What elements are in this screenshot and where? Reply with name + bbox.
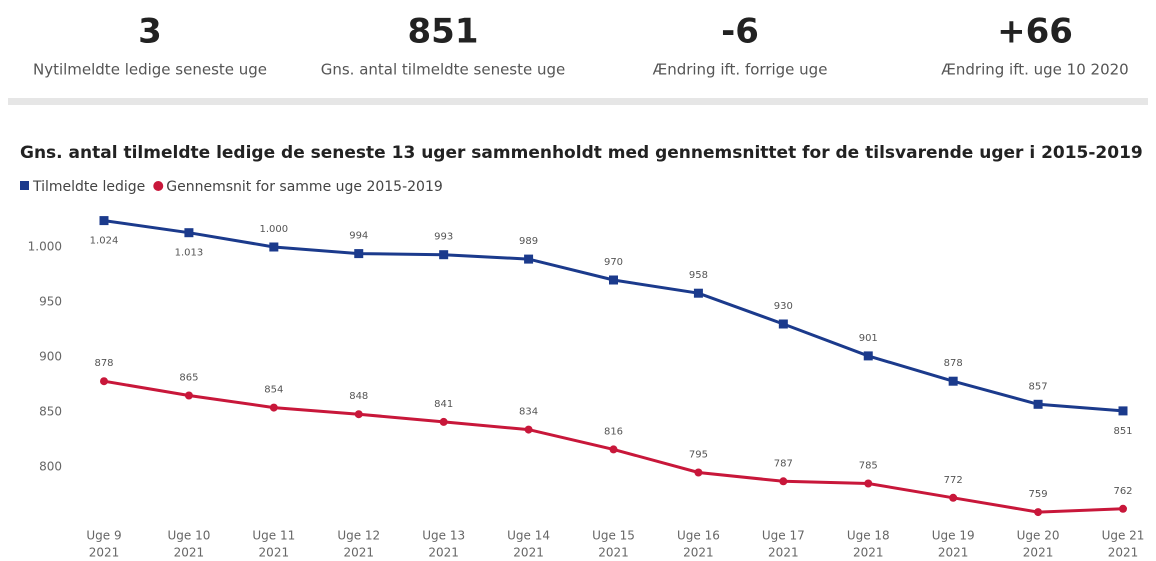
data-label: 989	[519, 236, 538, 247]
data-label: 970	[604, 257, 623, 268]
separator	[8, 98, 1148, 105]
point	[694, 468, 703, 477]
data-label: 958	[689, 270, 708, 281]
kpi-label: Ændring ift. uge 10 2020	[941, 61, 1128, 79]
data-label: 787	[774, 458, 793, 469]
x-tick-label: Uge 21	[1102, 529, 1145, 543]
data-label: 901	[859, 333, 878, 344]
data-label: 857	[1029, 381, 1048, 392]
data-label: 851	[1113, 426, 1132, 437]
x-tick-label: Uge 12	[337, 529, 380, 543]
x-tick-label: 2021	[768, 546, 799, 560]
data-label: 865	[179, 373, 198, 384]
point	[693, 288, 703, 298]
data-label: 848	[349, 391, 368, 402]
x-tick-label: 2021	[853, 546, 884, 560]
series-line	[103, 219, 1124, 413]
point	[778, 319, 788, 329]
point	[354, 410, 363, 419]
x-tick-label: 2021	[598, 546, 629, 560]
x-tick-label: Uge 10	[167, 529, 210, 543]
data-label: 1.013	[175, 248, 204, 259]
point	[609, 275, 618, 285]
point	[949, 493, 958, 502]
data-label: 878	[944, 358, 963, 369]
data-label: 816	[604, 426, 623, 437]
x-tick-label: Uge 16	[677, 529, 720, 543]
data-label: 772	[944, 475, 963, 486]
point	[948, 376, 958, 386]
point	[439, 417, 448, 426]
data-label: 795	[689, 450, 708, 461]
x-tick-label: 2021	[513, 546, 544, 560]
data-label: 994	[349, 231, 368, 242]
legend-swatch	[153, 181, 164, 191]
kpi-value: 851	[408, 12, 479, 52]
x-tick-label: Uge 18	[847, 529, 890, 543]
kpi-value: -6	[721, 12, 759, 52]
point	[439, 250, 449, 260]
kpi-label: Gns. antal tilmeldte seneste uge	[321, 61, 566, 79]
point	[184, 391, 193, 400]
point	[1034, 508, 1043, 517]
point	[1118, 406, 1128, 416]
x-tick-label: Uge 15	[592, 529, 635, 543]
data-label: 834	[519, 407, 538, 418]
kpi-value: 3	[138, 12, 162, 52]
point	[100, 377, 108, 386]
point	[269, 242, 279, 252]
point	[1033, 399, 1043, 409]
x-tick-label: 2021	[428, 546, 459, 560]
x-tick-label: Uge 13	[422, 529, 465, 543]
kpi-label: Ændring ift. forrige uge	[653, 61, 828, 79]
chart-title: Gns. antal tilmeldte ledige de seneste 1…	[20, 143, 1143, 163]
data-label: 1.024	[90, 236, 119, 247]
y-tick-label: 1.000	[28, 240, 62, 254]
point	[524, 254, 534, 264]
data-label: 762	[1113, 486, 1132, 497]
x-tick-label: Uge 20	[1017, 529, 1060, 543]
y-tick-label: 850	[39, 405, 62, 419]
data-label: 993	[434, 232, 453, 243]
kpi-label: Nytilmeldte ledige seneste uge	[33, 61, 267, 79]
legend-label: Gennemsnit for samme uge 2015-2019	[166, 179, 443, 195]
data-label: 930	[774, 301, 793, 312]
legend-label: Tilmeldte ledige	[32, 179, 145, 195]
x-tick-label: Uge 17	[762, 529, 805, 543]
point	[184, 228, 194, 238]
point	[609, 445, 618, 454]
data-label: 785	[859, 461, 878, 472]
point	[524, 425, 533, 434]
x-tick-label: Uge 9	[86, 529, 121, 543]
data-label: 841	[434, 399, 453, 410]
point	[863, 351, 873, 361]
x-tick-label: 2021	[683, 546, 714, 560]
x-tick-label: Uge 19	[932, 529, 975, 543]
x-tick-label: 2021	[174, 546, 205, 560]
data-label: 854	[264, 385, 283, 396]
point	[99, 216, 109, 226]
data-label: 1.000	[260, 224, 289, 235]
point	[779, 477, 788, 486]
x-tick-label: Uge 14	[507, 529, 550, 543]
x-tick-label: 2021	[938, 546, 969, 560]
point	[864, 479, 873, 488]
x-tick-label: 2021	[89, 546, 120, 560]
x-tick-label: 2021	[1023, 546, 1054, 560]
y-tick-label: 900	[39, 350, 62, 364]
data-label: 759	[1029, 489, 1048, 500]
kpi-value: +66	[997, 12, 1073, 52]
x-tick-label: 2021	[1108, 546, 1139, 560]
x-tick-label: 2021	[343, 546, 374, 560]
legend-swatch	[20, 181, 29, 190]
x-tick-label: Uge 11	[252, 529, 295, 543]
point	[1119, 504, 1127, 513]
point	[354, 249, 364, 259]
point	[269, 403, 278, 412]
x-tick-label: 2021	[259, 546, 290, 560]
data-label: 878	[94, 358, 113, 369]
y-tick-label: 800	[39, 460, 62, 474]
y-tick-label: 950	[39, 295, 62, 309]
